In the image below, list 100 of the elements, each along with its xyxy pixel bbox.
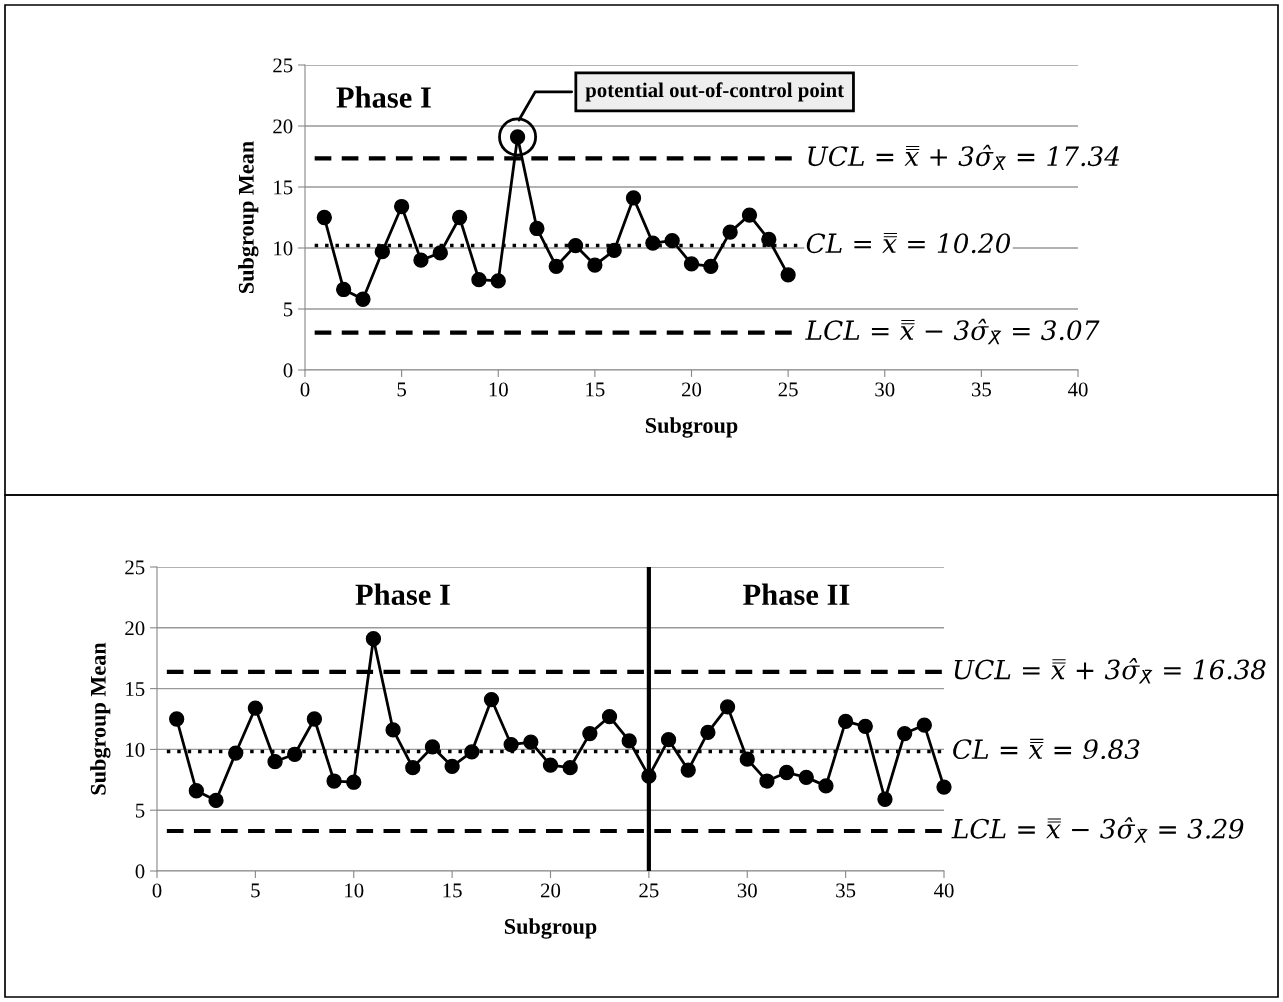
point — [625, 190, 642, 206]
point — [355, 291, 371, 307]
point — [424, 739, 441, 755]
x-tick-label: 0 — [300, 382, 310, 397]
point — [645, 235, 661, 251]
point — [664, 233, 680, 249]
x-tick-label: 5 — [397, 382, 407, 397]
point — [739, 751, 755, 767]
point — [228, 745, 244, 761]
y-tick-label: 10 — [274, 241, 293, 256]
point — [374, 244, 390, 260]
point — [621, 733, 637, 749]
point — [523, 734, 539, 750]
point — [680, 762, 696, 778]
x-tick-label: 25 — [639, 883, 659, 898]
point — [529, 220, 545, 237]
y-tick-label: 25 — [125, 560, 145, 575]
x-tick-label: 30 — [737, 883, 757, 898]
point — [326, 773, 342, 789]
y-axis-title: Subgroup Mean — [90, 642, 111, 795]
point — [916, 717, 932, 733]
ref-line-label: UCL = x̿ + 3σ̂$_{X̄}$ = 16.38 — [954, 658, 1266, 684]
x-tick-label: 5 — [251, 883, 260, 898]
point — [759, 773, 775, 789]
point — [451, 209, 468, 226]
point — [169, 711, 185, 727]
y-tick-label: 0 — [283, 363, 293, 378]
point — [780, 267, 796, 283]
point — [761, 231, 777, 248]
y-tick-label: 20 — [273, 119, 293, 134]
y-tick-label: 10 — [126, 742, 145, 757]
y-tick-label: 5 — [283, 302, 293, 317]
y-tick-label: 20 — [125, 621, 145, 636]
point — [316, 209, 332, 226]
point — [542, 757, 559, 773]
y-tick-label: 25 — [273, 58, 293, 73]
point — [247, 700, 264, 716]
x-tick-label: 10 — [489, 382, 508, 397]
point — [503, 736, 519, 753]
point — [336, 281, 352, 298]
point — [567, 237, 584, 254]
y-tick-label: 15 — [274, 180, 293, 195]
x-axis-title: Subgroup — [504, 918, 597, 939]
x-tick-label: 20 — [541, 883, 561, 898]
x-tick-label: 10 — [345, 883, 364, 898]
y-axis-title: Subgroup Mean — [238, 141, 259, 293]
y-tick-label: 0 — [135, 864, 145, 879]
point — [837, 713, 854, 730]
x-tick-label: 15 — [586, 382, 605, 397]
point — [385, 722, 401, 738]
point — [936, 779, 952, 795]
point — [719, 699, 736, 715]
annotation: Phase I — [355, 583, 450, 606]
annotation: potential out-of-control point — [585, 82, 844, 102]
point — [606, 242, 622, 259]
y-tick-label: 5 — [135, 803, 145, 818]
x-tick-label: 0 — [152, 883, 162, 898]
annotation: Phase I — [336, 86, 431, 108]
point — [444, 758, 460, 775]
point — [548, 258, 564, 274]
point — [818, 778, 834, 794]
point — [483, 691, 500, 708]
point — [778, 764, 795, 781]
point — [267, 753, 283, 770]
x-tick-label: 35 — [971, 382, 991, 397]
point — [700, 724, 716, 741]
x-tick-label: 40 — [933, 883, 954, 898]
point — [562, 760, 578, 776]
point — [703, 258, 719, 274]
x-tick-label: 35 — [836, 883, 856, 898]
point — [208, 792, 224, 809]
point — [306, 711, 323, 727]
x-tick-label: 30 — [875, 382, 895, 397]
point — [683, 256, 700, 272]
point — [857, 718, 873, 734]
point — [365, 631, 382, 647]
point — [413, 252, 429, 268]
point — [660, 732, 677, 748]
point — [188, 783, 204, 799]
x-tick-label: 20 — [682, 382, 702, 397]
point — [722, 224, 738, 240]
ref-line-label: CL = x̿ = 10.20 — [806, 232, 1011, 254]
point — [582, 725, 598, 742]
x-tick-label: 40 — [1067, 382, 1088, 397]
annotation: Phase II — [743, 583, 850, 606]
point — [464, 744, 480, 760]
ref-line-label: CL = x̿ = 9.83 — [953, 738, 1140, 760]
point — [877, 791, 893, 807]
x-tick-label: 15 — [443, 883, 462, 898]
point — [587, 257, 603, 273]
point — [471, 272, 487, 288]
point — [601, 708, 618, 725]
point — [432, 245, 448, 261]
x-axis-title: Subgroup — [645, 417, 738, 438]
point — [346, 774, 362, 790]
point — [393, 198, 410, 215]
ref-line-label: UCL = x̿ + 3σ̂$_{X̄}$ = 17.34 — [808, 144, 1120, 171]
ref-line-label: LCL = x̿ − 3σ̂$_{X̄}$ = 3.07 — [805, 318, 1100, 345]
point — [641, 768, 657, 784]
point — [405, 760, 421, 776]
